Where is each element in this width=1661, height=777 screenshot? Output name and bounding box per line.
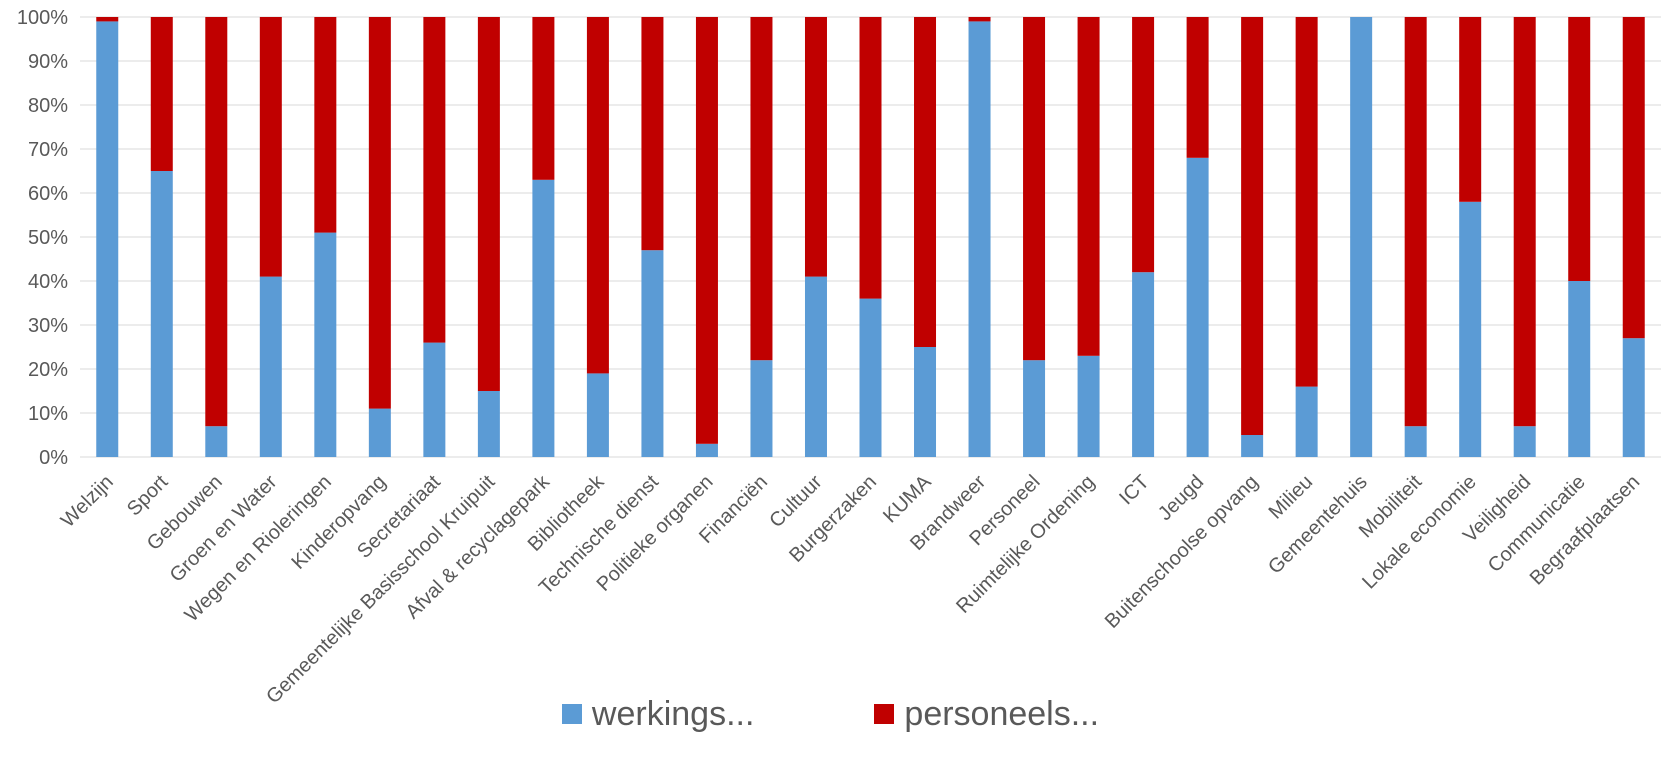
bar-segment-werkings (587, 373, 609, 457)
bar-segment-personeels (1405, 17, 1427, 426)
bar-segment-personeels (423, 17, 445, 343)
bar-segment-werkings (696, 444, 718, 457)
y-tick-label: 80% (28, 95, 68, 117)
bar-segment-werkings (1514, 426, 1536, 457)
bar-segment-personeels (696, 17, 718, 444)
bar-segment-personeels (860, 17, 882, 299)
bar-segment-personeels (1568, 17, 1590, 281)
y-axis-ticks: 0% 10% 20% 30% 40% 50% 60% 70% 80% 90% 100% (17, 7, 68, 469)
legend-swatch-werkings (562, 704, 582, 724)
bars (96, 17, 1644, 457)
bar-segment-personeels (641, 17, 663, 250)
bar-segment-werkings (860, 299, 882, 457)
bar-segment-werkings (369, 409, 391, 457)
bar-segment-personeels (260, 17, 282, 277)
bar-segment-personeels (151, 17, 173, 171)
y-tick-label: 90% (28, 51, 68, 73)
bar-segment-werkings (750, 360, 772, 457)
bar-segment-werkings (532, 180, 554, 457)
bar-segment-werkings (96, 21, 118, 457)
bar-segment-personeels (478, 17, 500, 391)
y-tick-label: 40% (28, 271, 68, 293)
bar-segment-werkings (314, 233, 336, 457)
bar-segment-personeels (314, 17, 336, 233)
bar-segment-werkings (1241, 435, 1263, 457)
bar-segment-personeels (1514, 17, 1536, 426)
x-tick-label: ICT (1115, 471, 1153, 509)
bar-segment-personeels (914, 17, 936, 347)
y-tick-label: 70% (28, 139, 68, 161)
bar-segment-personeels (1241, 17, 1263, 435)
legend-label-werkings: werkings... (592, 697, 755, 731)
bar-segment-werkings (1296, 387, 1318, 457)
bar-segment-werkings (805, 277, 827, 457)
bar-segment-werkings (478, 391, 500, 457)
bar-segment-personeels (369, 17, 391, 409)
bar-segment-personeels (1187, 17, 1209, 158)
y-tick-label: 60% (28, 183, 68, 205)
x-tick-label: Welzijn (57, 471, 118, 532)
y-tick-label: 20% (28, 359, 68, 381)
bar-segment-personeels (1296, 17, 1318, 387)
bar-segment-personeels (805, 17, 827, 277)
bar-segment-personeels (1078, 17, 1100, 356)
bar-segment-personeels (969, 17, 991, 21)
bar-segment-werkings (1568, 281, 1590, 457)
legend-item-werkings: werkings... (562, 697, 755, 731)
y-tick-label: 10% (28, 403, 68, 425)
bar-segment-personeels (205, 17, 227, 426)
legend-label-personeels: personeels... (904, 697, 1099, 731)
bar-segment-personeels (750, 17, 772, 360)
bar-segment-werkings (1350, 17, 1372, 457)
x-tick-label: Milieu (1265, 471, 1318, 524)
bar-segment-werkings (1405, 426, 1427, 457)
bar-segment-personeels (1459, 17, 1481, 202)
y-tick-label: 0% (39, 447, 68, 469)
bar-segment-werkings (1459, 202, 1481, 457)
legend: werkings... personeels... (0, 697, 1661, 731)
bar-segment-werkings (1187, 158, 1209, 457)
bar-segment-werkings (1023, 360, 1045, 457)
bar-segment-werkings (1078, 356, 1100, 457)
bar-segment-werkings (423, 343, 445, 457)
bar-segment-werkings (1623, 338, 1645, 457)
bar-segment-personeels (587, 17, 609, 373)
bar-segment-werkings (205, 426, 227, 457)
bar-segment-werkings (260, 277, 282, 457)
y-tick-label: 100% (17, 7, 68, 29)
bar-segment-werkings (1132, 272, 1154, 457)
bar-segment-personeels (1132, 17, 1154, 272)
bar-segment-personeels (96, 17, 118, 21)
bar-segment-werkings (914, 347, 936, 457)
legend-item-personeels: personeels... (874, 697, 1099, 731)
bar-segment-werkings (969, 21, 991, 457)
x-tick-label: Sport (123, 471, 173, 521)
y-tick-label: 50% (28, 227, 68, 249)
y-tick-label: 30% (28, 315, 68, 337)
bar-segment-werkings (641, 250, 663, 457)
x-tick-label: Kinderopvang (288, 471, 391, 574)
bar-segment-personeels (532, 17, 554, 180)
x-tick-label: Communicatie (1484, 471, 1590, 577)
legend-swatch-personeels (874, 704, 894, 724)
bar-segment-personeels (1623, 17, 1645, 338)
bar-segment-personeels (1023, 17, 1045, 360)
bar-segment-werkings (151, 171, 173, 457)
